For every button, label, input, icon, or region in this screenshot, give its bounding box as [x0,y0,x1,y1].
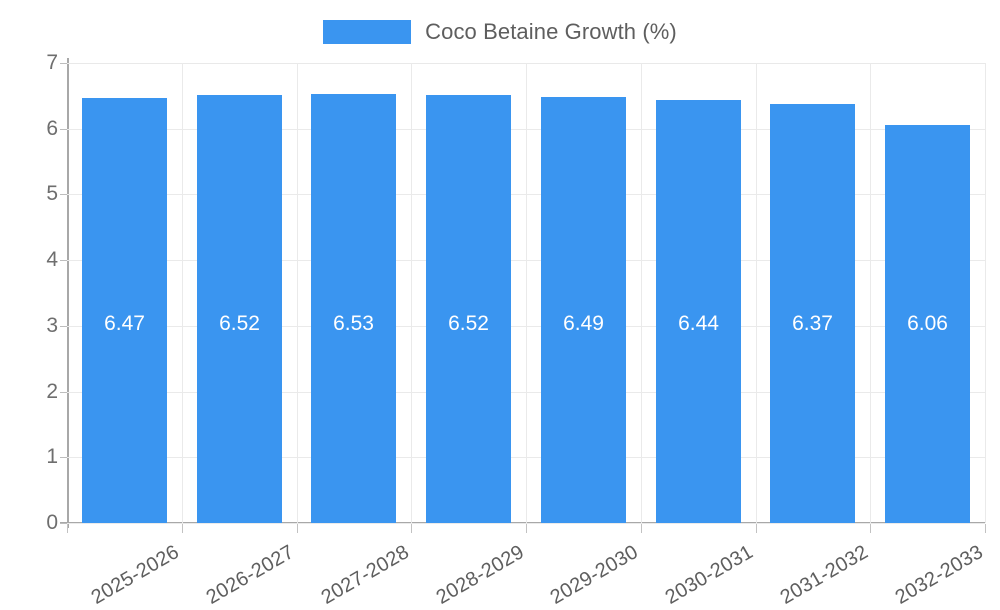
bar[interactable] [885,124,970,523]
y-axis-tick-mark [60,194,67,196]
x-axis-tick-label: 2030-2031 [661,541,758,609]
y-axis-tick-label: 7 [46,51,58,74]
bar-value-label: 6.37 [792,312,833,335]
horizontal-gridline [67,523,985,524]
x-axis-tick-label: 2028-2029 [432,541,528,609]
vertical-gridline [297,63,298,523]
bar-value-label: 6.44 [678,312,719,335]
bar[interactable] [197,94,282,523]
chart-legend: Coco Betaine Growth (%) [0,14,1000,50]
y-axis-line [67,58,69,528]
bar[interactable] [82,97,167,523]
x-axis-tick-label: 2032-2033 [891,541,987,609]
plot-area: 6.47 6.52 6.53 6.52 6.49 6.44 6.37 6.06 [67,63,986,524]
bar[interactable] [770,104,855,523]
x-axis-tick-mark [870,524,871,533]
y-axis-tick-label: 2 [46,379,58,403]
legend-label-coco-betaine-growth[interactable]: Coco Betaine Growth (%) [425,19,677,44]
vertical-gridline [985,63,986,523]
y-axis-tick-mark [60,63,67,64]
bar-value-label: 6.52 [448,312,489,335]
x-axis-tick-label: 2026-2027 [202,541,299,609]
y-axis-tick-label: 3 [46,313,58,337]
y-axis-tick-label: 4 [46,248,58,272]
y-axis-tick-mark [60,325,67,327]
y-axis-tick-label: 0 [46,511,58,534]
y-axis-tick-label: 5 [46,182,58,206]
x-axis-tick-mark [641,524,642,533]
x-axis-tick-label: 2025-2026 [87,541,184,609]
x-axis-tick-label: 2031-2032 [776,541,872,609]
legend-swatch-coco-betaine-growth[interactable] [323,20,412,44]
vertical-gridline [411,63,412,523]
x-axis-tick-mark [297,524,298,533]
bar[interactable] [656,99,741,523]
x-axis-tick-mark [756,524,757,533]
vertical-gridline [756,63,757,523]
y-axis-tick-label: 1 [46,445,58,469]
vertical-gridline [182,63,183,523]
bar-value-label: 6.52 [219,312,260,335]
y-axis-tick-mark [60,523,67,524]
x-axis-tick-mark [67,524,68,533]
x-axis-tick-mark [182,524,183,533]
x-axis-tick-label: 2027-2028 [317,541,413,609]
vertical-gridline [870,63,871,523]
y-axis-tick-label: 6 [46,116,58,140]
y-axis-tick-mark [60,457,67,459]
x-axis-tick-mark [985,524,986,533]
bar[interactable] [541,96,626,523]
vertical-gridline [641,63,642,523]
vertical-gridline [526,63,527,523]
y-axis-tick-mark [60,260,67,262]
x-axis-tick-mark [526,524,527,533]
bar-value-label: 6.06 [907,312,948,335]
y-axis-tick-mark [60,128,67,130]
bar[interactable] [426,94,511,523]
bar-value-label: 6.47 [104,312,145,335]
x-axis-tick-label: 2029-2030 [546,541,643,609]
bar[interactable] [311,93,396,523]
y-axis-tick-mark [60,391,67,393]
x-axis-tick-mark [411,524,412,533]
bar-value-label: 6.49 [563,312,604,335]
bar-value-label: 6.53 [333,312,374,335]
